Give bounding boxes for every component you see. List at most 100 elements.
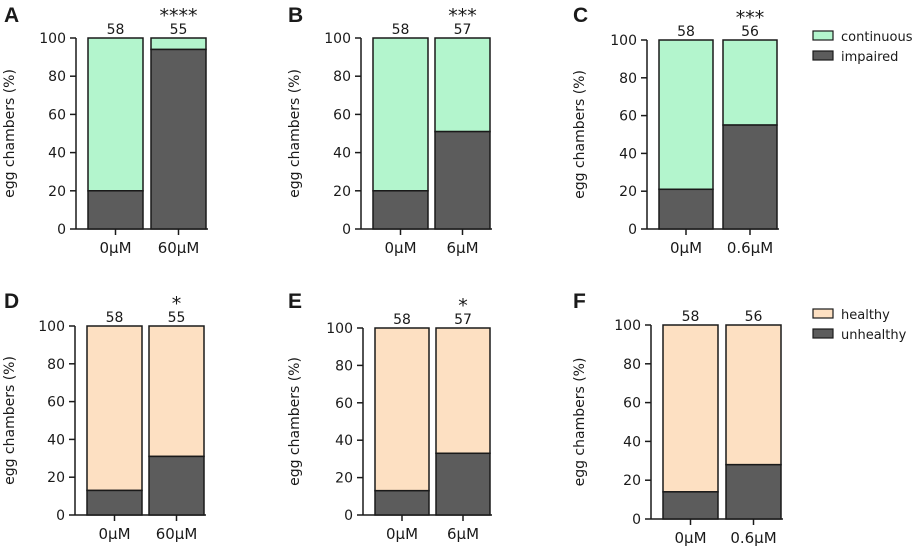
y-tick-label: 100 xyxy=(326,321,353,337)
y-axis-label: egg chambers (%) xyxy=(572,70,588,199)
panel-letter: A xyxy=(4,4,19,27)
x-tick-label: 0μM xyxy=(674,529,706,547)
y-axis-label: egg chambers (%) xyxy=(572,358,588,487)
significance-marker: **** xyxy=(160,5,198,27)
bar-segment-continuous xyxy=(87,37,144,192)
panel-letter: C xyxy=(573,4,588,27)
bar-segment-continuous xyxy=(150,37,207,51)
x-tick-label: 0μM xyxy=(99,239,131,257)
sample-count-label: 58 xyxy=(392,22,410,38)
significance-marker: * xyxy=(458,295,468,317)
legend-swatch xyxy=(812,30,834,41)
y-tick-label: 40 xyxy=(47,432,65,448)
y-tick-label: 100 xyxy=(38,319,65,335)
y-tick-label: 80 xyxy=(619,71,637,87)
bar-segment-unhealthy xyxy=(148,455,205,516)
y-tick-label: 20 xyxy=(333,184,351,200)
y-tick-label: 0 xyxy=(56,508,65,524)
sample-count-label: 55 xyxy=(168,310,186,326)
legend-label: unhealthy xyxy=(841,328,907,343)
sample-count-label: 58 xyxy=(107,22,125,38)
bar-segment-unhealthy xyxy=(435,452,491,516)
bar-segment-impaired xyxy=(150,48,207,230)
y-tick-label: 40 xyxy=(333,146,351,162)
bar-segment-impaired xyxy=(658,188,714,230)
y-tick-label: 0 xyxy=(342,222,351,238)
y-tick-label: 0 xyxy=(628,222,637,238)
bar-segment-continuous xyxy=(722,39,778,126)
legend-swatch xyxy=(812,50,834,61)
panel-letter: F xyxy=(573,290,586,313)
significance-marker: *** xyxy=(736,7,765,29)
bar-segment-healthy xyxy=(662,324,719,493)
y-tick-label: 0 xyxy=(632,512,641,528)
panel-letter: D xyxy=(4,290,19,313)
x-tick-label: 0μM xyxy=(98,525,130,543)
sample-count-label: 55 xyxy=(170,22,188,38)
y-tick-label: 20 xyxy=(335,471,353,487)
y-tick-label: 80 xyxy=(48,69,66,85)
legend-swatch xyxy=(812,308,834,319)
legend-label: impaired xyxy=(841,50,898,65)
bar-segment-unhealthy xyxy=(86,489,143,516)
sample-count-label: 57 xyxy=(454,22,472,38)
x-tick-label: 0.6μM xyxy=(730,529,776,547)
sample-count-label: 56 xyxy=(741,24,759,40)
bar-segment-continuous xyxy=(434,37,491,133)
y-tick-label: 60 xyxy=(48,107,66,123)
y-tick-label: 100 xyxy=(610,33,637,49)
y-tick-label: 100 xyxy=(39,31,66,47)
y-tick-label: 20 xyxy=(619,184,637,200)
bar-segment-impaired xyxy=(372,190,429,230)
y-axis-label: egg chambers (%) xyxy=(2,69,18,198)
y-tick-label: 60 xyxy=(623,396,641,412)
bar-segment-unhealthy xyxy=(662,491,719,520)
legend-label: continuous xyxy=(841,30,913,45)
panel-letter: E xyxy=(288,290,302,313)
y-tick-label: 60 xyxy=(333,107,351,123)
y-tick-label: 0 xyxy=(344,508,353,524)
x-tick-label: 60μM xyxy=(158,239,200,257)
y-tick-label: 20 xyxy=(48,184,66,200)
y-tick-label: 60 xyxy=(47,395,65,411)
y-tick-label: 60 xyxy=(335,396,353,412)
y-tick-label: 80 xyxy=(47,357,65,373)
bar-segment-impaired xyxy=(87,190,144,230)
y-axis-label: egg chambers (%) xyxy=(287,357,303,486)
sample-count-label: 57 xyxy=(454,312,472,328)
bar-segment-unhealthy xyxy=(725,463,782,520)
bar-segment-continuous xyxy=(658,39,714,191)
sample-count-label: 58 xyxy=(106,310,124,326)
legend: continuous impaired xyxy=(812,30,913,65)
y-tick-label: 20 xyxy=(623,473,641,489)
x-tick-label: 6μM xyxy=(446,239,478,257)
x-tick-label: 6μM xyxy=(447,525,479,543)
bar-segment-healthy xyxy=(86,325,143,492)
bar-segment-impaired xyxy=(722,124,778,230)
sample-count-label: 58 xyxy=(677,24,695,40)
significance-marker: *** xyxy=(448,5,477,27)
panel-letter: B xyxy=(288,4,303,27)
legend-label: healthy xyxy=(841,308,890,323)
y-tick-label: 100 xyxy=(324,31,351,47)
y-tick-label: 0 xyxy=(57,222,66,238)
sample-count-label: 56 xyxy=(745,309,763,325)
y-tick-label: 40 xyxy=(619,146,637,162)
y-tick-label: 80 xyxy=(623,357,641,373)
x-tick-label: 60μM xyxy=(156,525,198,543)
x-tick-label: 0μM xyxy=(386,525,418,543)
y-tick-label: 40 xyxy=(335,433,353,449)
sample-count-label: 58 xyxy=(393,312,411,328)
sample-count-label: 58 xyxy=(682,309,700,325)
bar-segment-healthy xyxy=(374,327,430,492)
bar-segment-healthy xyxy=(725,324,782,466)
y-tick-label: 100 xyxy=(614,318,641,334)
y-tick-label: 60 xyxy=(619,109,637,125)
x-tick-label: 0μM xyxy=(384,239,416,257)
bar-segment-unhealthy xyxy=(374,489,430,516)
